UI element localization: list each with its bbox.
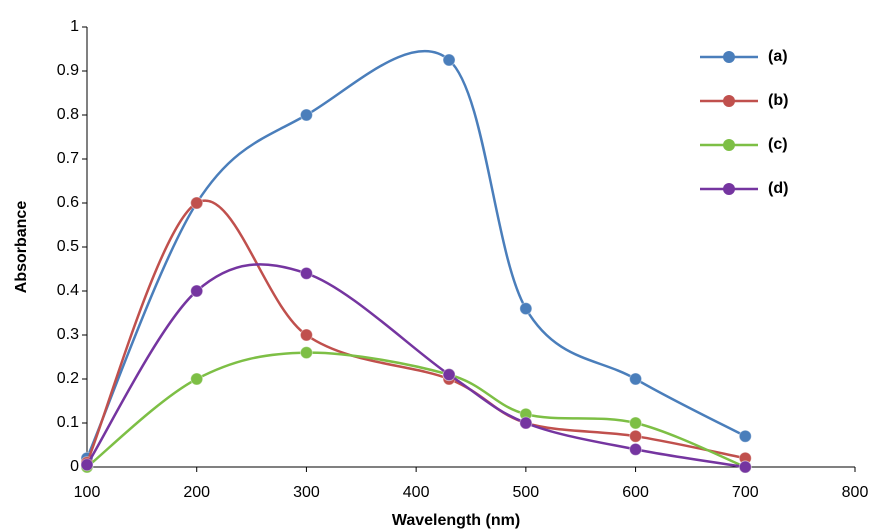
- y-tick-label: 1: [70, 18, 79, 35]
- legend-marker: [723, 51, 735, 63]
- legend-label: (b): [768, 92, 788, 109]
- x-tick-label: 400: [403, 484, 430, 501]
- x-tick-label: 800: [842, 484, 869, 501]
- y-tick-label: 0.8: [57, 106, 79, 123]
- data-point: [629, 372, 643, 386]
- data-point: [519, 302, 533, 316]
- y-tick-label: 0: [70, 458, 79, 475]
- y-tick-label: 0.9: [57, 62, 79, 79]
- x-tick-label: 700: [732, 484, 759, 501]
- legend-label: (c): [768, 136, 788, 153]
- y-tick-label: 0.6: [57, 194, 79, 211]
- data-point: [629, 442, 643, 456]
- data-point: [442, 368, 456, 382]
- y-tick-label: 0.3: [57, 326, 79, 343]
- series-line: [85, 49, 746, 459]
- data-point: [80, 458, 94, 472]
- legend-marker: [723, 183, 735, 195]
- y-axis-label: Absorbance: [13, 201, 30, 294]
- y-tick-label: 0.4: [57, 282, 79, 299]
- data-point: [299, 328, 313, 342]
- x-axis-label: Wavelength (nm): [392, 512, 520, 529]
- legend-label: (d): [768, 180, 788, 197]
- data-point: [629, 429, 643, 443]
- y-tick-label: 0.5: [57, 238, 79, 255]
- legend-marker: [723, 95, 735, 107]
- x-tick-label: 200: [183, 484, 210, 501]
- x-tick-label: 600: [622, 484, 649, 501]
- legend-label: (a): [768, 48, 788, 65]
- data-point: [190, 372, 204, 386]
- data-point: [738, 460, 752, 474]
- data-point: [299, 266, 313, 280]
- data-point: [629, 416, 643, 430]
- y-tick-label: 0.7: [57, 150, 79, 167]
- x-tick-label: 300: [293, 484, 320, 501]
- y-tick-label: 0.1: [57, 414, 79, 431]
- series-line: [85, 199, 746, 464]
- data-point: [519, 416, 533, 430]
- data-point: [299, 108, 313, 122]
- legend-marker: [723, 139, 735, 151]
- x-tick-label: 500: [513, 484, 540, 501]
- y-tick-label: 0.2: [57, 370, 79, 387]
- data-point: [190, 196, 204, 210]
- x-tick-label: 100: [74, 484, 101, 501]
- data-point: [442, 53, 456, 67]
- data-point: [738, 429, 752, 443]
- data-point: [190, 284, 204, 298]
- data-point: [299, 346, 313, 360]
